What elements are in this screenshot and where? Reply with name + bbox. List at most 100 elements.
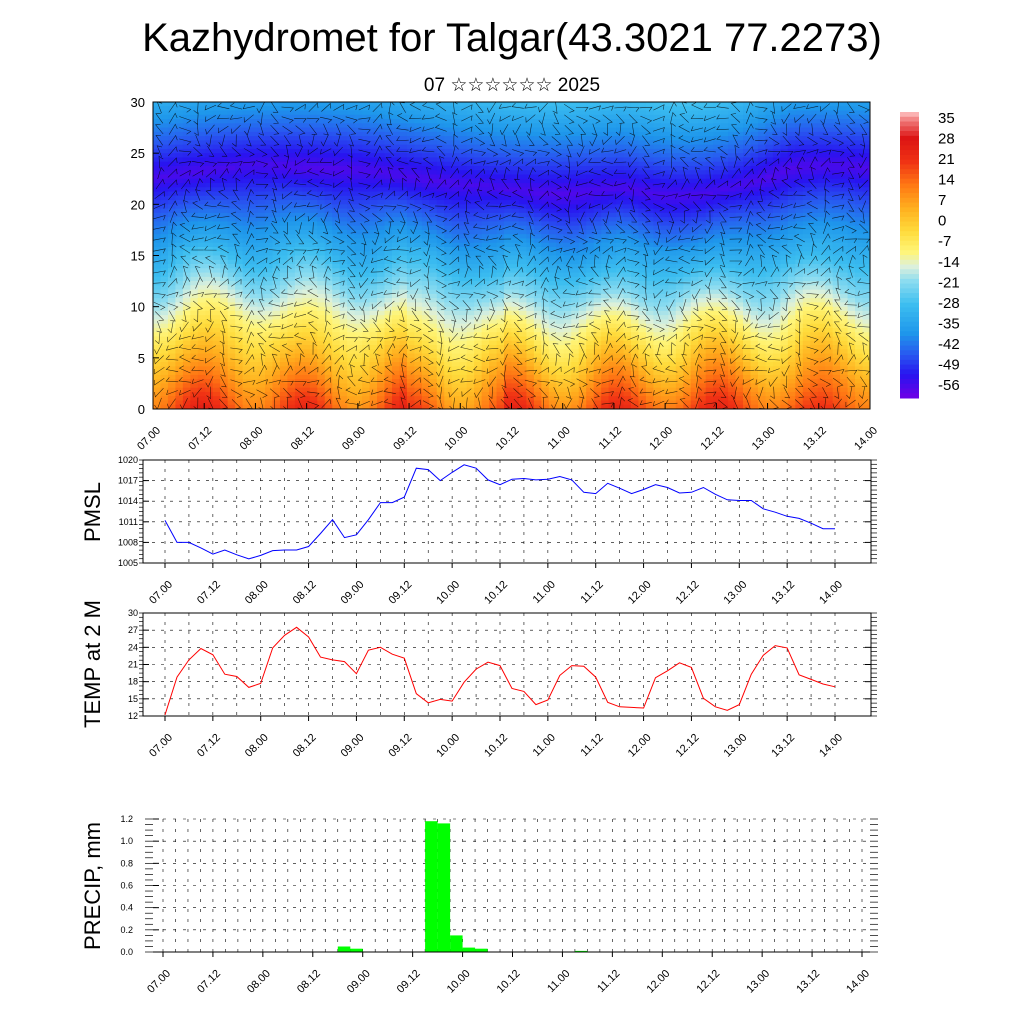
heatmap-cell (324, 212, 333, 218)
heatmap-cell (653, 357, 662, 363)
heatmap-cell (227, 208, 236, 214)
heatmap-cell (451, 106, 460, 112)
heatmap-cell (571, 276, 580, 282)
heatmap-cell (406, 366, 416, 372)
heatmap-cell (533, 370, 542, 376)
heatmap-cell (660, 319, 669, 325)
heatmap-cell (474, 396, 483, 402)
heatmap-cell (190, 374, 199, 380)
heatmap-cell (578, 123, 587, 129)
heatmap-cell (317, 374, 326, 380)
heatmap-cell (481, 161, 490, 167)
heatmap-cell (339, 144, 348, 150)
heatmap-cell (668, 200, 677, 205)
heatmap-cell (294, 310, 303, 316)
heatmap-cell (586, 165, 595, 171)
heatmap-cell (332, 323, 341, 329)
heatmap-cell (489, 195, 498, 201)
heatmap-cell (459, 276, 468, 282)
heatmap-cell (369, 191, 378, 197)
heatmap-cell (190, 362, 199, 367)
heatmap-cell (309, 225, 318, 231)
heatmap-cell (287, 340, 296, 346)
heatmap-cell (265, 242, 274, 248)
heatmap-cell (212, 217, 221, 222)
heatmap-cell (399, 306, 408, 312)
heatmap-cell (548, 110, 557, 116)
heatmap-cell (153, 379, 162, 385)
heatmap-cell (384, 225, 393, 231)
heatmap-cell (541, 319, 550, 325)
heatmap-cell (160, 272, 169, 278)
heatmap-cell (586, 400, 595, 406)
heatmap-cell (317, 310, 326, 316)
heatmap-cell (541, 264, 550, 269)
heatmap-cell (332, 289, 341, 295)
heatmap-cell (593, 157, 602, 163)
heatmap-cell (444, 195, 453, 201)
heatmap-cell (436, 246, 445, 252)
heatmap-cell (421, 157, 430, 163)
heatmap-cell (167, 315, 177, 321)
heatmap-cell (287, 353, 296, 359)
heatmap-cell (160, 165, 169, 171)
heatmap-cell (227, 259, 236, 265)
heatmap-cell (220, 387, 229, 393)
heatmap-cell (511, 114, 520, 120)
heatmap-cell (593, 340, 602, 346)
heatmap-cell (392, 293, 401, 299)
heatmap-cell (175, 204, 184, 210)
heatmap-cell (563, 170, 572, 176)
heatmap-cell (481, 370, 490, 376)
heatmap-cell (369, 183, 378, 188)
heatmap-cell (332, 165, 341, 171)
heatmap-cell (399, 349, 408, 355)
heatmap-cell (645, 366, 655, 372)
heatmap-cell (571, 362, 580, 367)
heatmap-cell (638, 131, 647, 137)
heatmap-cell (265, 161, 274, 167)
heatmap-cell (399, 332, 408, 338)
heatmap-cell (220, 306, 229, 312)
heatmap-cell (392, 119, 401, 124)
heatmap-cell (645, 212, 655, 218)
heatmap-cell (533, 315, 542, 321)
heatmap-cell (638, 165, 647, 171)
heatmap-cell (571, 106, 580, 112)
heatmap-cell (638, 127, 647, 133)
heatmap-cell (377, 170, 386, 176)
heatmap-cell (190, 127, 199, 133)
heatmap-cell (272, 327, 281, 333)
heatmap-cell (182, 268, 191, 274)
heatmap-cell (444, 387, 453, 393)
heatmap-cell (601, 170, 610, 176)
heatmap-cell (212, 114, 221, 120)
heatmap-cell (220, 332, 229, 338)
heatmap-cell (571, 229, 580, 235)
heatmap-cell (197, 370, 206, 376)
heatmap-cell (645, 370, 655, 376)
heatmap-cell (324, 268, 333, 274)
heatmap-cell (421, 298, 430, 303)
heatmap-cell (205, 127, 214, 133)
heatmap-cell (362, 161, 371, 167)
heatmap-cell (526, 391, 535, 397)
heatmap-cell (347, 336, 356, 342)
heatmap-cell (593, 281, 602, 286)
heatmap-cell (175, 396, 184, 402)
heatmap-cell (332, 153, 341, 159)
heatmap-cell (302, 144, 311, 150)
heatmap-cell (638, 229, 647, 235)
heatmap-cell (586, 387, 595, 393)
heatmap-cell (586, 229, 595, 235)
heatmap-cell (153, 298, 162, 303)
heatmap-cell (563, 251, 572, 257)
heatmap-cell (518, 327, 528, 333)
heatmap-cell (309, 400, 318, 406)
heatmap-cell (339, 391, 348, 397)
heatmap-cell (287, 276, 296, 282)
heatmap-cell (451, 289, 460, 295)
heatmap-cell (548, 298, 557, 303)
heatmap-cell (518, 379, 528, 385)
heatmap-cell (556, 242, 565, 248)
